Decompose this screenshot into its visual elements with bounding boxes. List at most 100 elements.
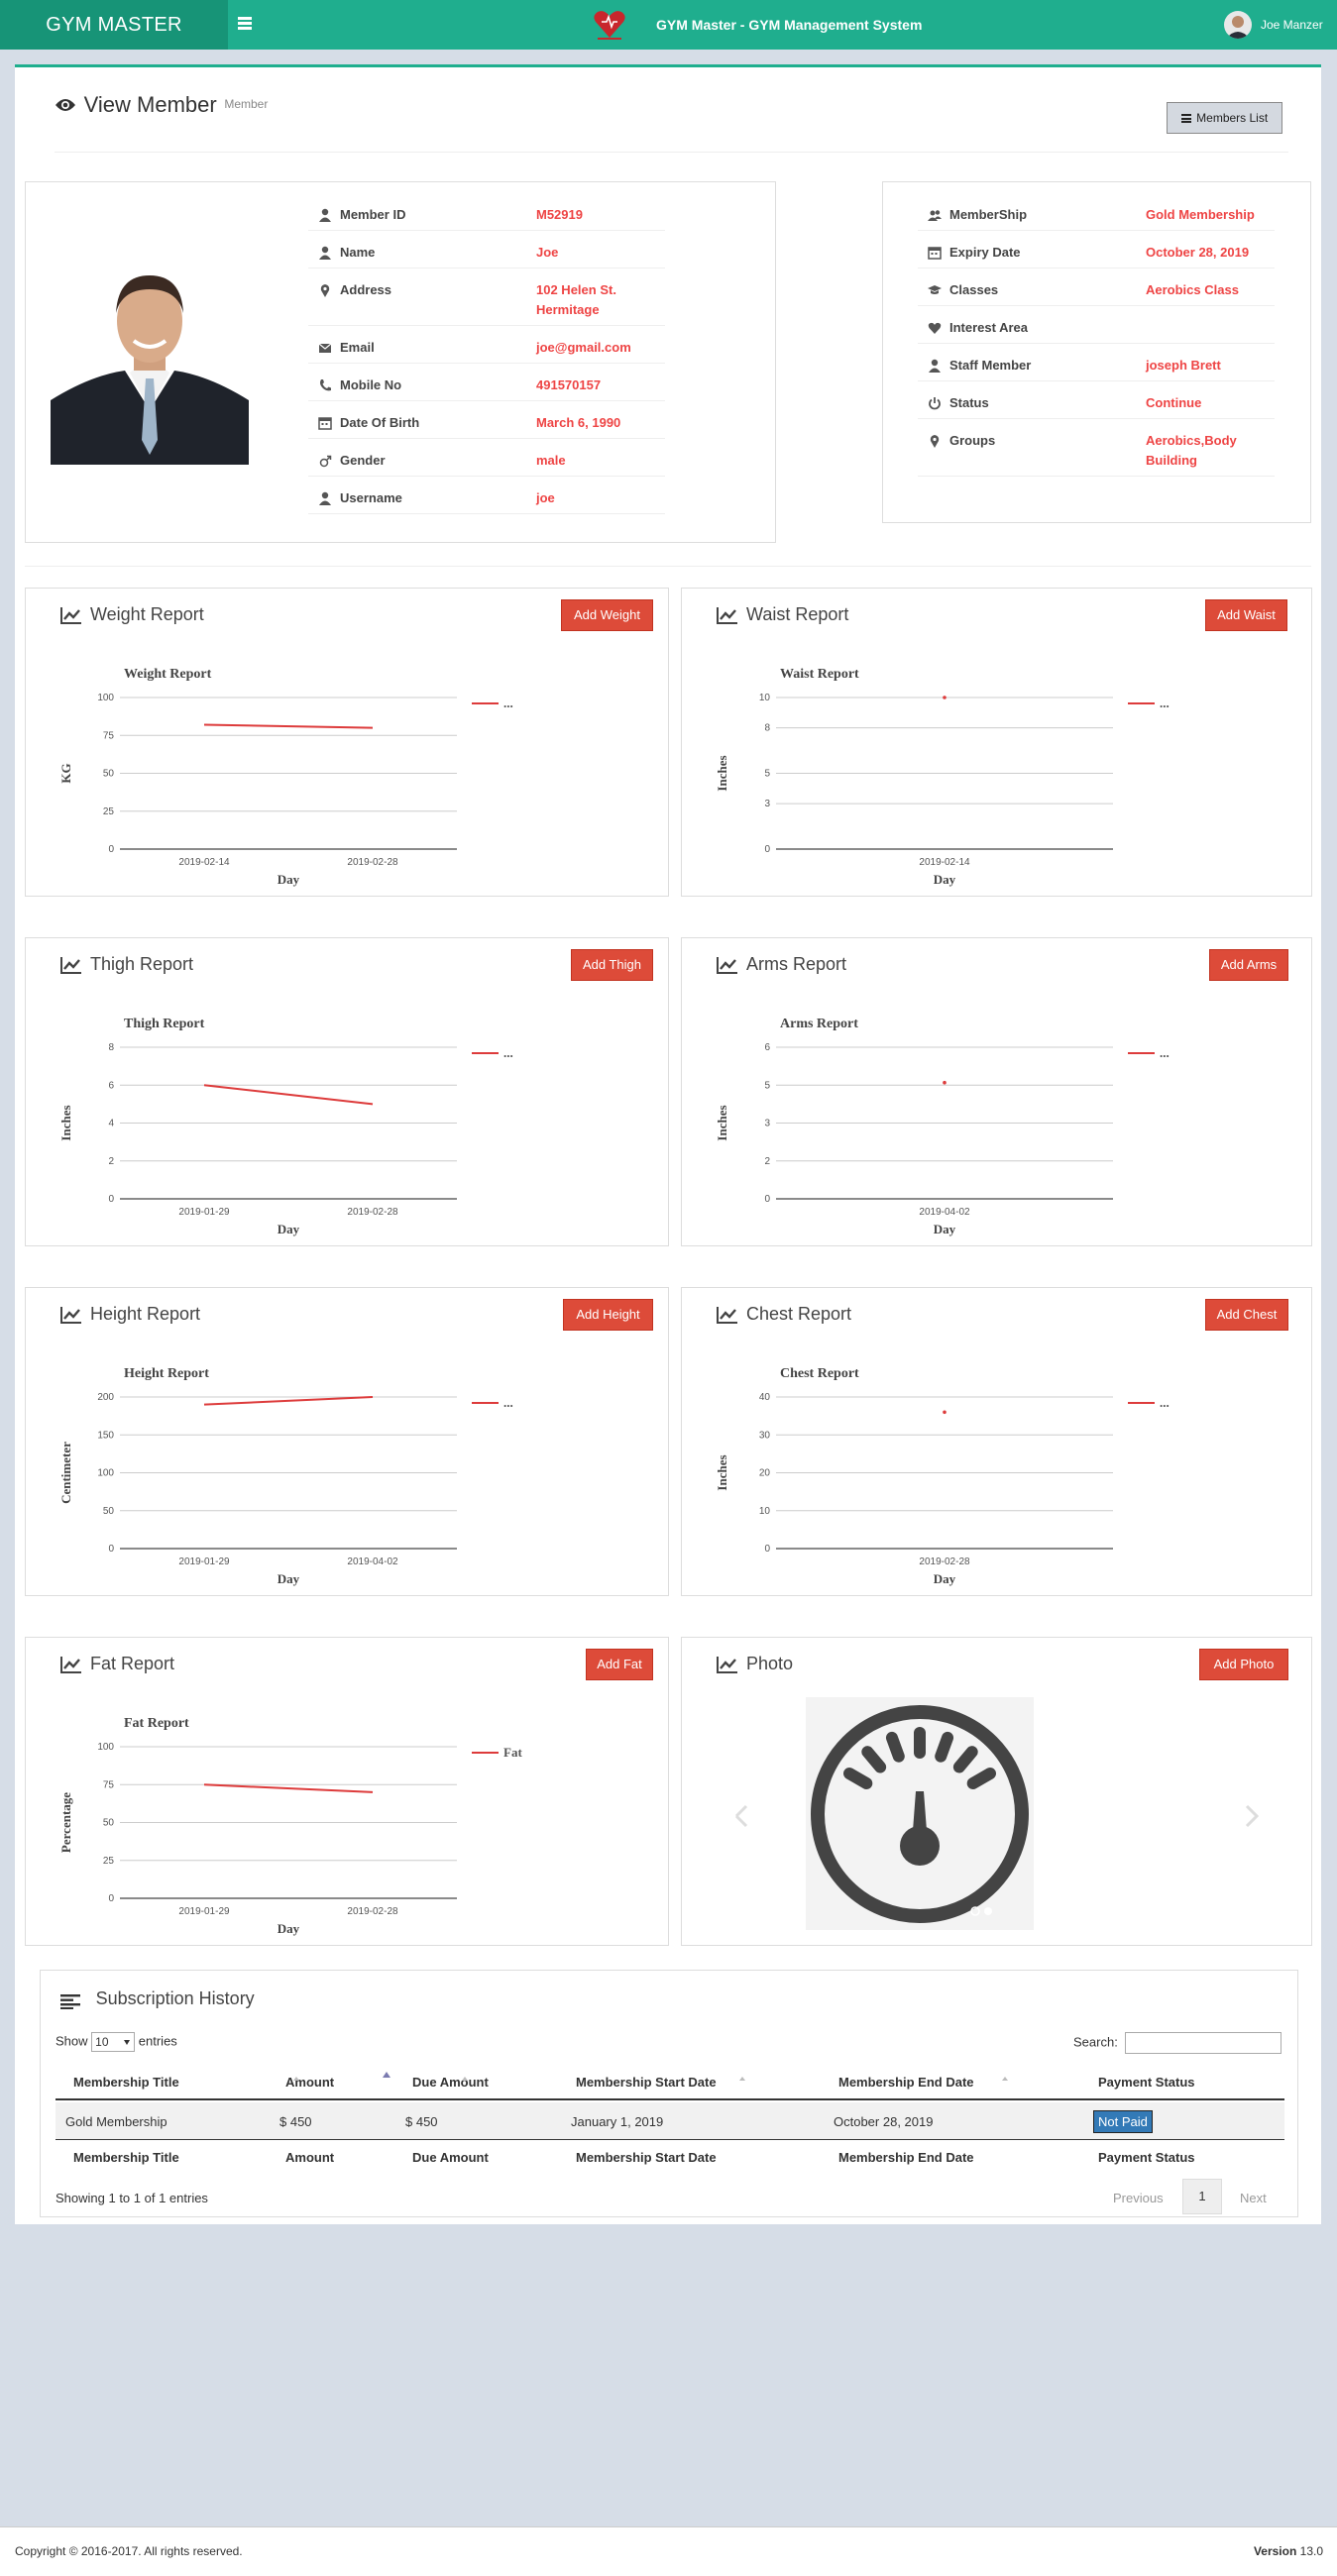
panel-title: Thigh Report	[60, 954, 193, 975]
user-avatar[interactable]	[1224, 11, 1252, 39]
row-divider	[308, 325, 665, 326]
membership-card: MemberShip Gold Membership Expiry Date Octo…	[882, 181, 1311, 523]
table-cell: January 1, 2019	[571, 2114, 664, 2129]
legend-label: ...	[1160, 696, 1170, 710]
info-label: Staff Member	[949, 358, 1032, 373]
photo-carousel[interactable]	[682, 1697, 1313, 1935]
member-photo	[51, 262, 249, 465]
x-axis-label: Day	[934, 1222, 956, 1236]
y-tick-label: 4	[108, 1119, 114, 1129]
info-row: Expiry Date October 28, 2019	[918, 245, 1275, 268]
search-input[interactable]	[1125, 2032, 1282, 2054]
info-value-line2: Building	[1146, 453, 1197, 468]
chest-chart: Chest Report 0 10 20 30 40 2019-02-28 Day Inches…	[715, 1366, 1170, 1586]
column-header[interactable]: Membership Start Date	[576, 2075, 717, 2090]
add-thigh-button[interactable]: Add Thigh	[571, 949, 653, 981]
subscription-history-panel: Subscription History Show 10 entries Sea…	[40, 1970, 1298, 2217]
y-tick-label: 6	[108, 1080, 114, 1091]
column-header[interactable]: Due Amount	[412, 2150, 489, 2165]
heart-icon	[928, 322, 942, 334]
add-height-button[interactable]: Add Height	[563, 1299, 653, 1331]
user-name[interactable]: Joe Manzer	[1261, 18, 1323, 32]
y-tick-label: 10	[759, 693, 771, 703]
info-row: Member ID M52919	[308, 207, 665, 231]
info-value: joe@gmail.com	[536, 340, 631, 355]
info-value: Aerobics Class	[1146, 282, 1239, 297]
y-axis-label: Inches	[715, 1105, 729, 1140]
line-chart-icon	[717, 1657, 737, 1674]
info-row: MemberShip Gold Membership	[918, 207, 1275, 231]
column-header[interactable]: Membership Title	[73, 2075, 179, 2090]
info-row: Name Joe	[308, 245, 665, 268]
add-arms-button[interactable]: Add Arms	[1209, 949, 1288, 981]
add-waist-button[interactable]: Add Waist	[1205, 599, 1287, 631]
graduation-cap-icon	[928, 285, 942, 294]
sort-asc-icon	[383, 2072, 390, 2078]
x-tick-label: 2019-04-02	[919, 1207, 970, 1218]
row-divider	[918, 476, 1275, 477]
y-axis-label: Percentage	[58, 1792, 73, 1853]
y-tick-label: 0	[764, 1544, 770, 1555]
map-marker-icon	[930, 435, 940, 448]
info-row: Gender male	[308, 453, 665, 477]
x-tick-label: 2019-01-29	[178, 1556, 230, 1567]
row-divider	[918, 305, 1275, 306]
chart-title: Height Report	[124, 1366, 209, 1381]
data-point	[943, 696, 947, 699]
add-photo-button[interactable]: Add Photo	[1199, 1649, 1288, 1680]
table-row: Gold Membership $ 450 $ 450 January 1, 2019…	[56, 2102, 1284, 2140]
info-row: Classes Aerobics Class	[918, 282, 1275, 306]
chart-title: Weight Report	[124, 667, 212, 682]
sort-icon	[739, 2077, 745, 2081]
payment-status-badge: Not Paid	[1093, 2110, 1153, 2133]
y-tick-label: 0	[108, 1544, 114, 1555]
next-button[interactable]: Next	[1240, 2191, 1267, 2205]
line-chart-icon	[717, 1307, 737, 1325]
y-tick-label: 5	[764, 769, 770, 780]
add-chest-button[interactable]: Add Chest	[1205, 1299, 1288, 1331]
carousel-indicator[interactable]	[970, 1906, 980, 1916]
column-header[interactable]: Membership Start Date	[576, 2150, 717, 2165]
add-fat-button[interactable]: Add Fat	[586, 1649, 653, 1680]
info-label: Status	[949, 395, 989, 410]
column-header[interactable]: Amount	[285, 2150, 335, 2165]
members-list-label: Members List	[1196, 111, 1269, 125]
y-axis-label: KG	[58, 763, 73, 783]
y-tick-label: 50	[103, 1818, 115, 1829]
menu-toggle-icon[interactable]	[238, 15, 258, 35]
weight-chart: Weight Report 0 25 50 75 100 2019-02-14 2019-02…	[58, 667, 513, 887]
page-1-button[interactable]: 1	[1182, 2179, 1222, 2214]
entries-select-value: 10	[95, 2035, 109, 2049]
table-cell: $ 450	[405, 2114, 438, 2129]
subscription-title: Subscription History	[95, 1988, 255, 2008]
series-line	[203, 723, 374, 729]
previous-button[interactable]: Previous	[1113, 2191, 1164, 2205]
entries-select[interactable]: 10	[91, 2032, 136, 2052]
photo-report-panel: Photo Add Photo	[681, 1637, 1312, 1946]
column-header[interactable]: Membership Title	[73, 2150, 179, 2165]
phone-icon	[319, 379, 331, 391]
chart-title: Waist Report	[780, 667, 859, 682]
column-header[interactable]: Payment Status	[1098, 2075, 1195, 2090]
carousel-next-icon[interactable]	[1245, 1804, 1260, 1828]
members-list-button[interactable]: Members List	[1167, 102, 1282, 134]
panel-title: Arms Report	[717, 954, 846, 975]
info-label: Interest Area	[949, 320, 1028, 335]
info-row: Username joe	[308, 490, 665, 514]
entries-label: entries	[138, 2033, 177, 2049]
carousel-prev-icon[interactable]	[734, 1804, 748, 1828]
y-tick-label: 75	[103, 730, 115, 741]
column-header[interactable]: Due Amount	[412, 2075, 489, 2090]
column-header[interactable]: Payment Status	[1098, 2150, 1195, 2165]
y-tick-label: 2	[764, 1156, 770, 1167]
y-tick-label: 2	[108, 1156, 114, 1167]
brand-logo-text[interactable]: GYM MASTER	[0, 0, 228, 50]
column-header[interactable]: Membership End Date	[838, 2075, 974, 2090]
column-header[interactable]: Membership End Date	[838, 2150, 974, 2165]
add-weight-button[interactable]: Add Weight	[561, 599, 653, 631]
carousel-indicator[interactable]	[984, 1907, 992, 1915]
page-subtitle: Member	[224, 97, 269, 112]
envelope-icon	[318, 343, 332, 353]
calendar-icon	[928, 247, 942, 260]
x-tick-label: 2019-02-14	[178, 857, 230, 868]
